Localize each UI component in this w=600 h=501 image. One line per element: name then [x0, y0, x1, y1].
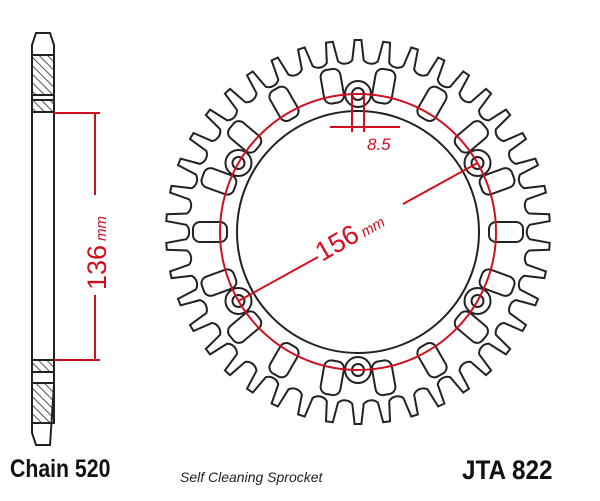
lightening-slot	[227, 310, 263, 344]
bolt-circle-dimension	[219, 93, 497, 371]
lightening-slot	[371, 67, 397, 105]
dimension-136-label: 136mm	[82, 216, 112, 290]
lightening-slot	[453, 310, 489, 344]
lightening-slot	[319, 359, 345, 397]
side-profile	[31, 32, 55, 446]
center-bore	[236, 110, 480, 354]
bolt-hole	[470, 156, 485, 170]
bolt-circle	[219, 93, 497, 371]
lightening-slot	[453, 120, 489, 154]
sprocket-face	[165, 39, 551, 425]
lightening-slot	[268, 342, 300, 379]
dimension-136	[54, 112, 100, 361]
lightening-slot	[268, 85, 300, 122]
bolt-hole	[470, 294, 485, 308]
chain-size: Chain 520	[10, 455, 111, 483]
lightening-slot	[416, 85, 448, 122]
lightening-slot	[488, 221, 524, 243]
part-number: JTA 822	[462, 455, 553, 485]
sprocket-teeth	[165, 39, 551, 425]
lightening-slot	[478, 167, 516, 196]
lightening-slot	[371, 359, 397, 397]
bolt-boss	[463, 149, 492, 177]
lightening-slot	[192, 221, 228, 243]
dimension-156-label: 156mm	[310, 204, 389, 267]
dimension-8-5-label: 8.5	[367, 135, 391, 154]
lightening-slot	[200, 167, 238, 196]
diameter-line	[402, 162, 478, 205]
lightening-slot	[416, 342, 448, 379]
bolt-boss	[463, 287, 492, 315]
lightening-slot	[227, 120, 263, 154]
bolt-hole	[231, 294, 246, 308]
bolt-boss	[224, 287, 253, 315]
lightening-slot	[319, 67, 345, 105]
bolt-hole	[231, 156, 246, 170]
description: Self Cleaning Sprocket	[180, 469, 323, 485]
lightening-slot	[478, 268, 516, 297]
bolt-boss	[224, 149, 253, 177]
lightening-slot	[200, 268, 238, 297]
diameter-line	[238, 256, 319, 302]
